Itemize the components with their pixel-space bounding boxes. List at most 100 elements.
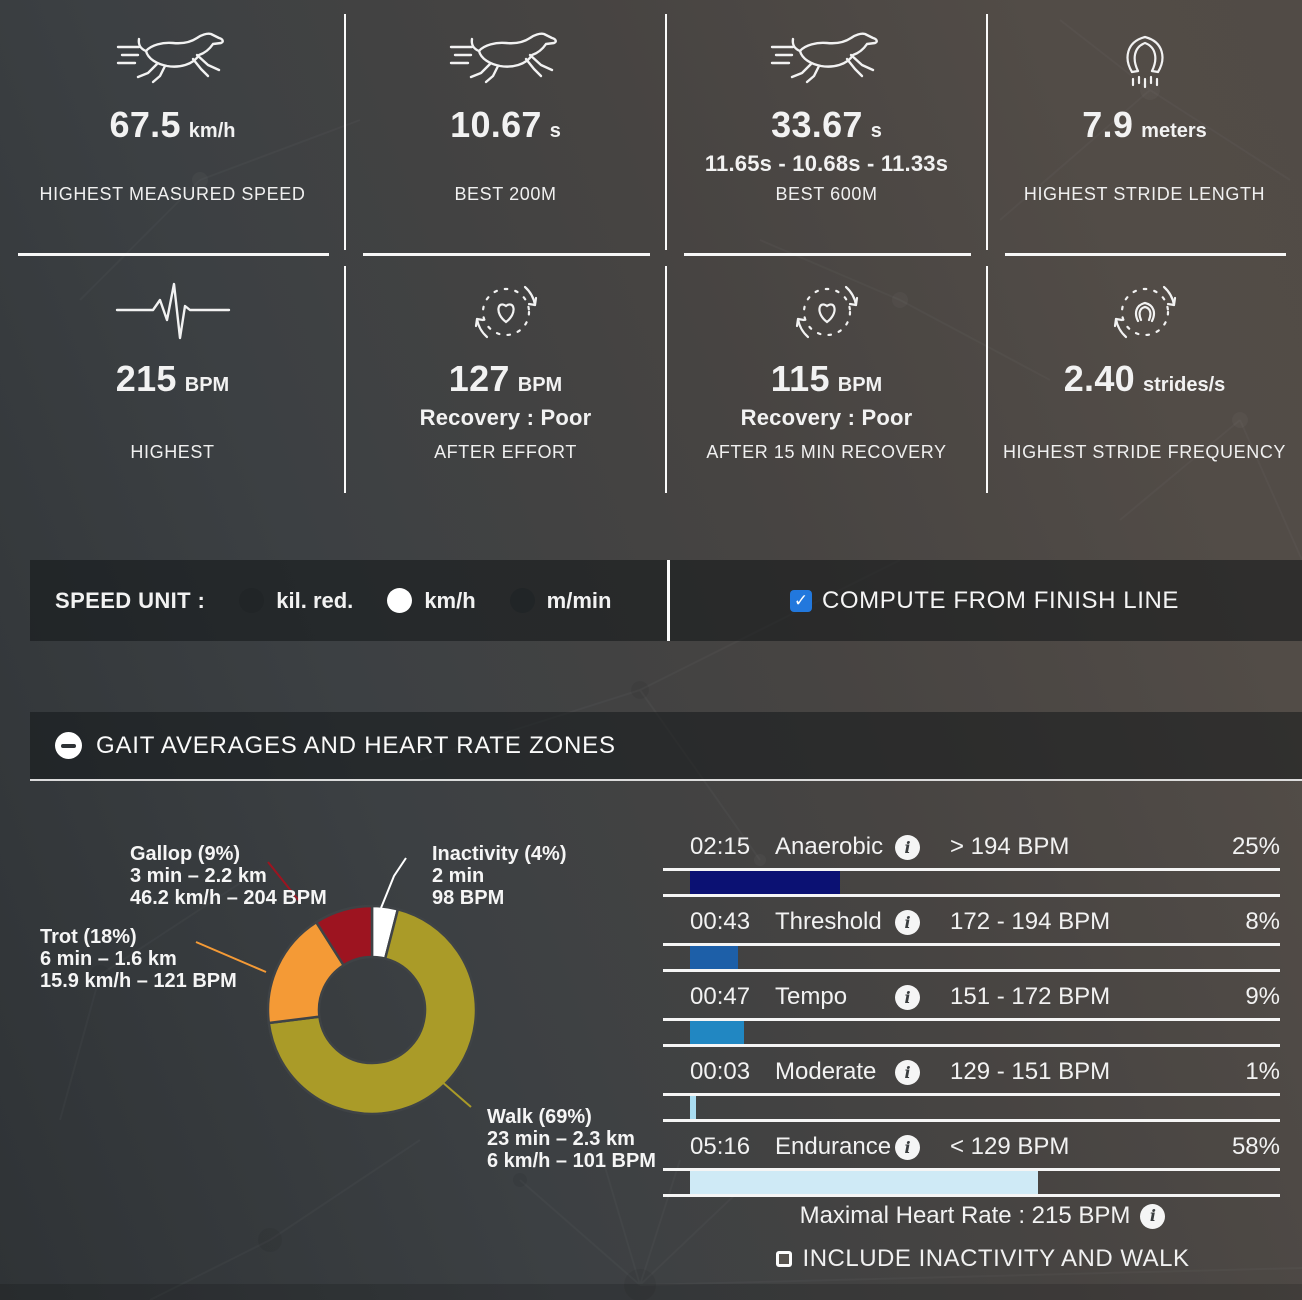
card-unit: km/h: [188, 120, 236, 142]
include-inactivity-walk-checkbox[interactable]: [775, 1251, 792, 1267]
heartbeat-icon: [113, 280, 233, 344]
running-horse-icon: [448, 26, 564, 90]
card-hr-after-recovery: 115 BPM Recovery : Poor AFTER 15 MIN RECO…: [666, 258, 988, 505]
card-highest-hr: 215 BPM HIGHEST: [0, 258, 346, 505]
zone-range: > 194 BPM: [950, 833, 1070, 860]
label-line: Inactivity (4%): [432, 843, 567, 865]
card-value: 127: [448, 358, 510, 399]
walk-segment-label: Walk (69%) 23 min – 2.3 km 6 km/h – 101 …: [487, 1106, 656, 1172]
horseshoe-icon: [1115, 26, 1175, 90]
zone-range: < 129 BPM: [950, 1133, 1070, 1160]
donut-leader-line: [267, 861, 301, 903]
label-line: 23 min – 2.3 km: [487, 1128, 635, 1150]
donut-segment-gallop[interactable]: [314, 904, 374, 967]
card-splits: 11.65s - 10.68s - 11.33s: [704, 151, 949, 176]
divider: [684, 253, 971, 256]
gallop-segment-label: Gallop (9%) 3 min – 2.2 km 46.2 km/h – 2…: [130, 843, 327, 909]
divider: [344, 266, 346, 493]
label-line: 6 min – 1.6 km: [40, 948, 177, 970]
collapse-minus-icon[interactable]: [55, 732, 82, 759]
zone-bar: [690, 1021, 744, 1044]
speed-unit-group: SPEED UNIT : kil. red. km/h m/min: [30, 588, 667, 614]
card-unit: BPM: [517, 374, 563, 396]
card-value: 215: [115, 358, 177, 399]
zone-percent: 1%: [1245, 1058, 1280, 1085]
compute-from-finish-label[interactable]: COMPUTE FROM FINISH LINE: [821, 586, 1180, 614]
divider: [665, 14, 667, 250]
running-horse-icon: [769, 26, 885, 90]
divider: [1005, 253, 1286, 256]
radio-kil-red-label[interactable]: kil. red.: [276, 587, 354, 613]
info-icon[interactable]: [895, 834, 920, 860]
divider: [986, 266, 988, 493]
card-value: 7.9: [1082, 104, 1134, 145]
card-label: HIGHEST MEASURED SPEED: [39, 184, 306, 204]
zone-bar-track: [663, 1168, 1280, 1197]
card-label: BEST 600M: [775, 184, 878, 204]
info-icon[interactable]: [895, 909, 920, 935]
include-inactivity-walk-label[interactable]: INCLUDE INACTIVITY AND WALK: [802, 1245, 1190, 1272]
include-inactivity-walk-group: INCLUDE INACTIVITY AND WALK: [663, 1245, 1302, 1273]
card-hr-after-effort: 127 BPM Recovery : Poor AFTER EFFORT: [345, 258, 667, 505]
donut-leader-line: [195, 941, 267, 973]
card-value: 33.67: [771, 104, 863, 145]
zone-bar: [690, 871, 840, 894]
zone-bar-track: [663, 1093, 1280, 1122]
radio-kil-red[interactable]: [239, 588, 265, 613]
card-highest-stride-frequency: 2.40 strides/s HIGHEST STRIDE FREQUENCY: [987, 258, 1302, 505]
hr-zone-row-tempo: 00:47 Tempo 151 - 172 BPM 9%: [663, 976, 1302, 1051]
maximal-heart-rate-text: Maximal Heart Rate : 215 BPM: [799, 1202, 1131, 1229]
donut-leader-line: [440, 1080, 472, 1108]
recovery-clock-heart-icon: [472, 280, 540, 344]
zone-name: Tempo: [775, 983, 848, 1010]
info-icon[interactable]: [895, 1059, 920, 1085]
zone-percent: 25%: [1231, 833, 1280, 860]
hr-zone-row-moderate: 00:03 Moderate 129 - 151 BPM 1%: [663, 1051, 1302, 1126]
trot-segment-label: Trot (18%) 6 min – 1.6 km 15.9 km/h – 12…: [40, 926, 237, 992]
label-line: 15.9 km/h – 121 BPM: [40, 970, 237, 992]
card-value: 67.5: [109, 104, 181, 145]
inactivity-segment-label: Inactivity (4%) 2 min 98 BPM: [432, 843, 566, 909]
card-unit: meters: [1141, 120, 1207, 142]
divider: [986, 14, 988, 250]
zone-percent: 58%: [1231, 1133, 1280, 1160]
running-horse-icon: [115, 26, 231, 90]
info-icon[interactable]: [1140, 1203, 1166, 1229]
card-value: 10.67: [450, 104, 542, 145]
speed-unit-title: SPEED UNIT :: [55, 587, 206, 613]
zone-percent: 8%: [1245, 908, 1280, 935]
donut-segment-walk[interactable]: [267, 907, 478, 1116]
section-header: GAIT AVERAGES AND HEART RATE ZONES: [30, 712, 1302, 781]
radio-kmh-label[interactable]: km/h: [424, 587, 476, 613]
gait-donut-chart: [195, 857, 478, 1116]
radio-mmin[interactable]: [509, 588, 535, 613]
radio-mmin-label[interactable]: m/min: [546, 587, 612, 613]
zone-bar: [690, 946, 738, 969]
section-title: GAIT AVERAGES AND HEART RATE ZONES: [96, 731, 616, 759]
zone-time: 05:16: [690, 1133, 751, 1160]
heart-rate-zones: 02:15 Anaerobic > 194 BPM 25% 00:43 Thre…: [663, 826, 1302, 1273]
zone-range: 129 - 151 BPM: [950, 1058, 1111, 1085]
hr-zone-row-threshold: 00:43 Threshold 172 - 194 BPM 8%: [663, 901, 1302, 976]
label-line: Gallop (9%): [130, 843, 241, 865]
card-label: HIGHEST STRIDE FREQUENCY: [1002, 442, 1287, 462]
card-best-600m: 33.67 s 11.65s - 10.68s - 11.33s BEST 600…: [666, 0, 988, 258]
zone-time: 02:15: [690, 833, 751, 860]
speed-unit-radios: kil. red. km/h m/min: [205, 588, 611, 614]
divider: [665, 266, 667, 493]
compute-from-finish-checkbox[interactable]: [789, 589, 812, 612]
zone-name: Anaerobic: [775, 833, 884, 860]
card-unit: BPM: [184, 374, 230, 396]
zone-bar-track: [663, 868, 1280, 897]
recovery-status: Recovery : Poor: [419, 405, 592, 430]
card-unit: strides/s: [1143, 374, 1226, 396]
speed-unit-bar: SPEED UNIT : kil. red. km/h m/min COMPUT…: [30, 560, 1302, 641]
metric-cards-grid: 67.5 km/h HIGHEST MEASURED SPEED 10.67 s B…: [0, 0, 1302, 505]
info-icon[interactable]: [895, 984, 920, 1010]
label-line: 6 km/h – 101 BPM: [487, 1150, 656, 1172]
zone-range: 172 - 194 BPM: [950, 908, 1111, 935]
radio-kmh[interactable]: [387, 588, 413, 613]
info-icon[interactable]: [895, 1134, 920, 1160]
zone-name: Threshold: [775, 908, 882, 935]
